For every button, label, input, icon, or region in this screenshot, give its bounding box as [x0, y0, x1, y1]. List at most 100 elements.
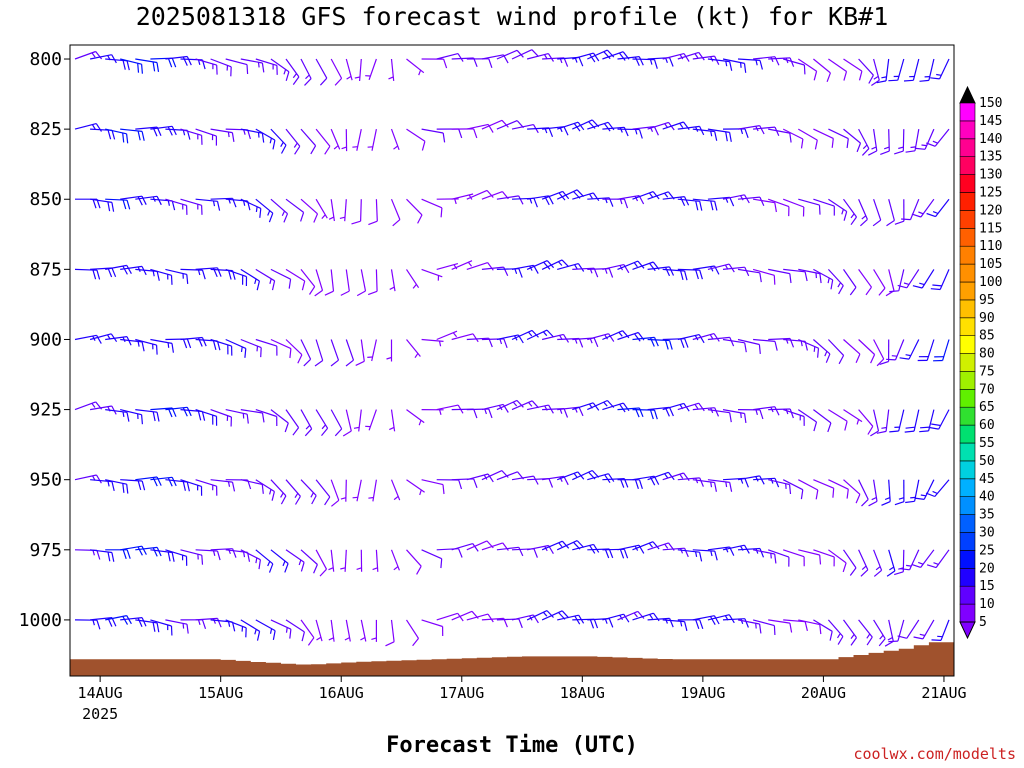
wind-barb [90, 479, 115, 492]
barb-half-feather [371, 637, 377, 640]
barb-staff [405, 619, 420, 639]
barb-staff [300, 269, 316, 287]
barb-half-feather [419, 489, 422, 496]
barb-half-feather [386, 356, 392, 360]
wind-barb [240, 268, 260, 291]
barb-feather [256, 631, 261, 641]
wind-barb [886, 339, 905, 361]
wind-barb [406, 409, 425, 426]
barb-feather [744, 618, 749, 628]
barb-half-feather [837, 282, 842, 288]
barb-half-feather [346, 75, 352, 80]
barb-feather [744, 413, 747, 423]
wind-barb [797, 58, 818, 81]
barb-half-feather [484, 408, 487, 415]
barb-half-feather [182, 130, 186, 136]
barb-feather [247, 129, 251, 140]
wind-barb [903, 58, 920, 82]
wind-barb [351, 199, 362, 225]
colorbar-label: 135 [979, 150, 1002, 165]
wind-barb [873, 269, 886, 296]
wind-barb [150, 125, 177, 136]
barb-half-feather [389, 286, 395, 290]
wind-barb [300, 198, 319, 223]
barb-half-feather [240, 346, 243, 352]
barb-staff [285, 619, 305, 633]
barb-staff [797, 409, 817, 423]
barb-staff [496, 546, 519, 551]
wind-barb [270, 58, 290, 81]
barb-feather [563, 57, 569, 67]
wind-barb [572, 192, 600, 202]
barb-staff [677, 268, 700, 271]
barb-feather [126, 615, 132, 625]
barb-feather [713, 333, 720, 342]
barb-feather [634, 479, 639, 489]
wind-barb [356, 269, 367, 297]
wind-barb [783, 549, 805, 567]
colorbar-swatch [959, 317, 976, 336]
wind-barb [782, 128, 804, 149]
colorbar-label: 130 [979, 168, 1002, 183]
barb-feather [856, 142, 862, 153]
wind-barb [843, 339, 861, 364]
wind-barb [632, 541, 660, 551]
wind-barb [828, 479, 849, 499]
wind-barb [798, 479, 819, 500]
barb-feather [458, 479, 463, 490]
wind-barb [813, 479, 835, 498]
barb-feather [412, 638, 419, 647]
barb-feather [473, 478, 478, 489]
barb-feather [593, 337, 599, 348]
barb-feather [680, 270, 684, 281]
barb-feather [744, 478, 749, 488]
barb-feather [171, 343, 174, 353]
wind-barb [210, 58, 232, 77]
barb-feather [212, 340, 217, 351]
y-tick-label: 950 [29, 470, 62, 491]
x-tick-label: 17AUG [439, 684, 484, 702]
barb-staff [315, 269, 324, 291]
barb-feather [392, 219, 401, 227]
barb-staff [481, 119, 503, 130]
barb-feather [107, 129, 112, 140]
colorbar-label: 40 [979, 490, 995, 505]
barb-feather [699, 201, 703, 211]
barb-staff [451, 57, 474, 60]
barb-feather [634, 333, 641, 342]
barb-feather [831, 138, 834, 148]
barb-half-feather [680, 548, 684, 554]
barb-feather [171, 126, 177, 136]
x-tick-sublabel: 2025 [82, 705, 118, 723]
wind-barb [828, 128, 849, 149]
barb-half-feather [197, 619, 201, 625]
barb-half-feather [664, 473, 669, 479]
barb-feather [92, 269, 97, 280]
wind-barb [677, 549, 703, 562]
barb-half-feather [634, 129, 638, 135]
wind-barb [165, 479, 190, 492]
barb-feather [684, 547, 689, 558]
colorbar-label: 35 [979, 508, 995, 523]
barb-feather [729, 412, 732, 423]
barb-staff [315, 479, 331, 498]
barb-half-feather [256, 346, 259, 352]
barb-half-feather [393, 145, 399, 150]
barb-feather [340, 290, 350, 296]
barb-half-feather [388, 76, 394, 80]
barb-half-feather [438, 340, 442, 347]
barb-half-feather [528, 402, 533, 407]
colorbar-swatch [959, 585, 976, 605]
barb-feather [314, 289, 323, 297]
barb-staff [783, 58, 805, 66]
barb-feather [804, 271, 808, 282]
barb-half-feather [918, 211, 924, 215]
wind-barb [328, 549, 335, 572]
barb-feather [182, 56, 188, 66]
wind-barb [240, 619, 261, 641]
wind-barb [496, 546, 524, 557]
barb-half-feather [280, 492, 284, 498]
barb-staff [330, 339, 340, 361]
barb-feather [171, 477, 177, 487]
barb-feather [618, 52, 626, 61]
